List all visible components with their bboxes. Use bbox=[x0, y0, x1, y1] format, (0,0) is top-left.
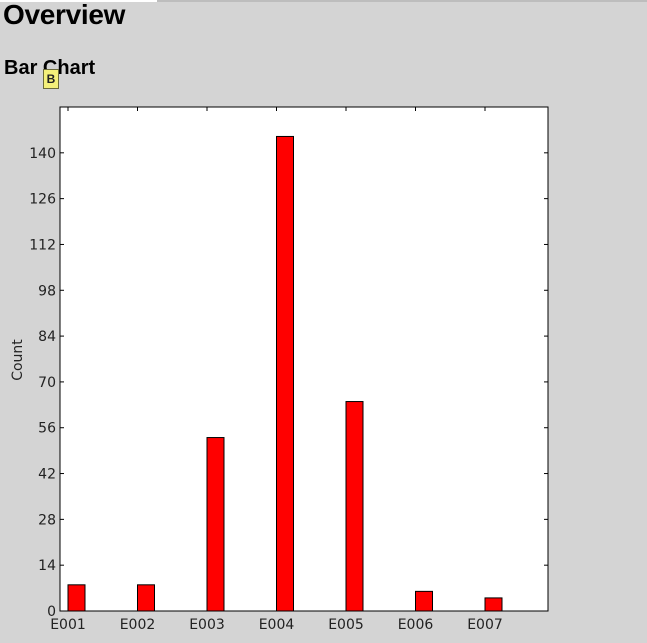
bar-e002 bbox=[137, 584, 155, 612]
top-border-left bbox=[0, 0, 157, 2]
y-axis: 0 14 28 42 56 70 84 98 112 126 140 bbox=[29, 146, 548, 620]
bars-group bbox=[67, 135, 503, 612]
x-tick-label: E007 bbox=[467, 617, 503, 633]
bar-e005 bbox=[345, 401, 364, 612]
page-title: Overview bbox=[3, 0, 126, 30]
y-axis-label: Count bbox=[10, 339, 26, 381]
y-tick-label: 28 bbox=[38, 512, 56, 528]
y-tick-label: 56 bbox=[38, 421, 56, 437]
x-tick-label: E006 bbox=[398, 617, 434, 633]
y-tick-label: 126 bbox=[29, 192, 56, 208]
y-tick-label: 112 bbox=[29, 237, 56, 253]
y-tick-label: 98 bbox=[38, 283, 56, 299]
plot-area bbox=[59, 106, 549, 612]
bar-e001 bbox=[67, 584, 86, 612]
bar-e003 bbox=[206, 437, 225, 612]
y-tick-label: 0 bbox=[47, 604, 56, 620]
x-tick-label: E003 bbox=[189, 617, 225, 633]
bookmark-badge[interactable]: B bbox=[43, 69, 59, 89]
y-tick-label: 14 bbox=[38, 558, 56, 574]
bar-e006 bbox=[415, 590, 433, 612]
x-tick-label: E004 bbox=[259, 617, 295, 633]
top-border bbox=[157, 0, 647, 2]
y-tick-label: 84 bbox=[38, 329, 56, 345]
x-tick-label: E005 bbox=[328, 617, 364, 633]
bar-e007 bbox=[484, 597, 503, 612]
bar-e004 bbox=[276, 135, 294, 612]
section-title: Bar Chart bbox=[4, 57, 96, 79]
x-tick-label: E001 bbox=[50, 617, 86, 633]
y-tick-label: 70 bbox=[38, 375, 56, 391]
x-axis: E001 E002 E003 E004 E005 E006 E007 bbox=[50, 107, 503, 633]
y-tick-label: 42 bbox=[38, 467, 56, 483]
x-tick-label: E002 bbox=[120, 617, 156, 633]
y-tick-label: 140 bbox=[29, 146, 56, 162]
